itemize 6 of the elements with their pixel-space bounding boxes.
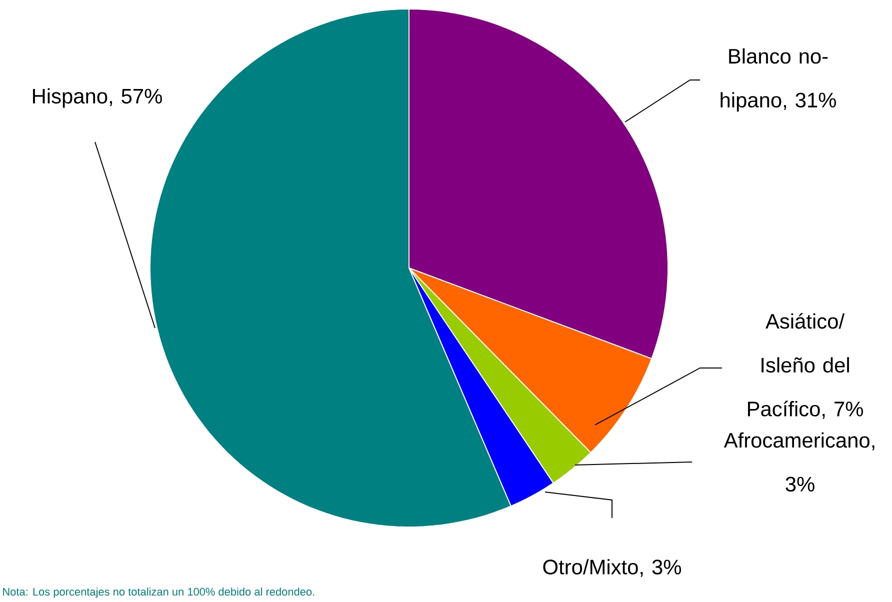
category-label: Afrocamericano, 3% xyxy=(724,432,874,492)
text: Nota: Los porcentajes no totalizan un 100% debido al redondeo. xyxy=(3,588,314,598)
category-label: Blanco no-hipano, 31% xyxy=(720,48,836,112)
slice-label: Hispano, 57% xyxy=(33,88,162,108)
slice-label: Otro/Mixto, 3% xyxy=(543,559,682,577)
category-label: Asiático/ Isleño del Pacífico, 7% xyxy=(748,313,863,419)
